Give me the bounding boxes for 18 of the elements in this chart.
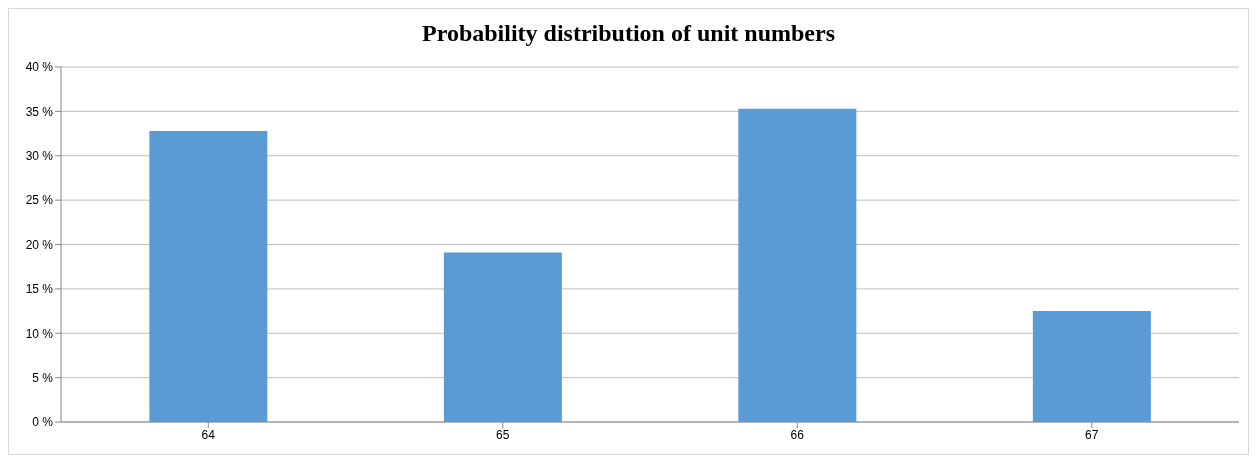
bar xyxy=(738,108,857,422)
x-tick-label: 67 xyxy=(1085,427,1099,442)
bar xyxy=(1032,311,1151,422)
y-tick-label: 30 % xyxy=(25,149,54,164)
y-tick-label: 25 % xyxy=(25,193,54,208)
chart-title: Probability distribution of unit numbers xyxy=(421,19,836,48)
bar xyxy=(443,252,562,422)
y-tick-label: 40 % xyxy=(25,60,54,75)
y-tick-label: 35 % xyxy=(25,104,54,119)
bar xyxy=(149,130,268,422)
y-tick-label: 20 % xyxy=(25,237,54,252)
y-tick-label: 10 % xyxy=(25,326,54,341)
x-tick-label: 65 xyxy=(496,427,510,442)
x-tick-label: 64 xyxy=(201,427,216,442)
y-tick-label: 5 % xyxy=(32,370,54,385)
y-tick-label: 0 % xyxy=(32,415,54,430)
x-tick-label: 66 xyxy=(790,427,805,442)
y-tick-label: 15 % xyxy=(25,282,54,297)
